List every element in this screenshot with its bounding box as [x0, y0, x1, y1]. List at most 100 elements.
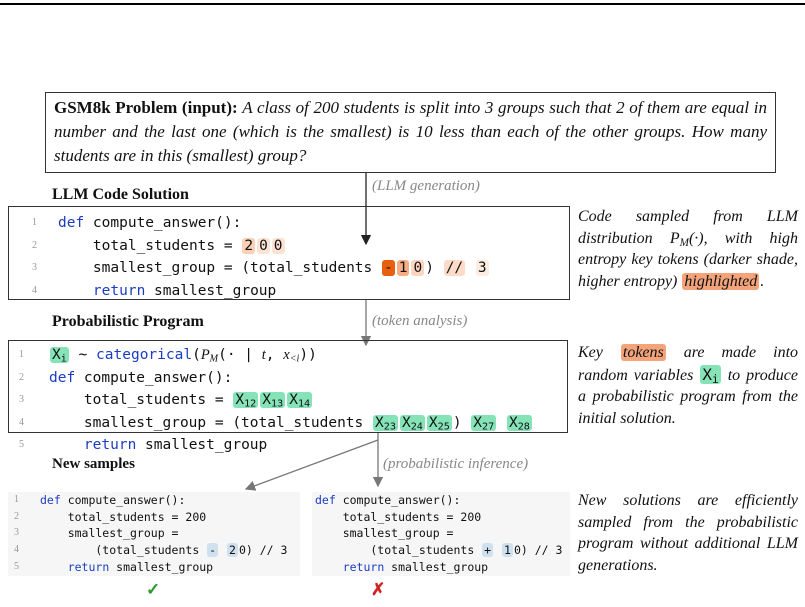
text [58, 283, 93, 299]
line-number: 1 [19, 349, 24, 360]
token: 1 [502, 543, 513, 558]
code-line: 2 def compute_answer(): [19, 367, 567, 390]
subscript: 24 [410, 421, 423, 433]
subscript: <i [289, 353, 300, 365]
subscript: 12 [244, 398, 257, 410]
problem-label: GSM8k Problem (input): [54, 98, 238, 117]
section-title: LLM Code Solution [52, 186, 189, 203]
token-text: 0 [273, 237, 283, 254]
top-rule [0, 3, 805, 5]
text: New solutions are efficiently sampled fr… [578, 492, 798, 574]
text: compute_answer(): [84, 215, 242, 231]
code-line: 3 smallest_group = (total_students -1 0) … [32, 257, 569, 280]
line-number: 4 [32, 284, 37, 296]
token: X12 [233, 392, 259, 410]
token: X14 [287, 392, 313, 409]
token: // [443, 260, 466, 276]
token-text: X [262, 392, 271, 408]
text: Code sampled from LLM distribution [578, 208, 798, 247]
code-line: 1 Xi ∼ categorical(PM(· | t, x<i)) [19, 344, 567, 367]
token-text: X [473, 414, 483, 431]
problem-box: GSM8k Problem (input): A class of 200 st… [45, 92, 776, 173]
token-text: categorical [96, 347, 193, 363]
token: 2 [227, 543, 238, 558]
token-text: X [52, 347, 61, 363]
token: X28 [506, 414, 532, 432]
token: return [93, 283, 145, 299]
line-number: 4 [19, 416, 24, 428]
code-line: 3 smallest_group = [14, 525, 300, 542]
text [40, 560, 68, 574]
token: def [315, 493, 336, 507]
text: smallest_group [145, 282, 277, 299]
token: tokens [620, 344, 666, 361]
code-line: 5 return smallest_group [315, 559, 570, 576]
token: - [382, 260, 395, 276]
token: X27 [471, 414, 497, 433]
line-number: 5 [14, 560, 19, 572]
token: Xi [50, 347, 69, 365]
text: ) [452, 414, 471, 431]
text: 0) // 3 [513, 543, 563, 558]
token-text: def [40, 493, 61, 507]
token-text: def [315, 493, 336, 507]
token-text: x [283, 347, 290, 363]
token: X13 [260, 392, 286, 410]
code-box: 1 def compute_answer(): 2 total_students =… [8, 206, 570, 300]
line-number: 3 [14, 527, 19, 539]
arrow-label: (probabilistic inference) [383, 456, 529, 472]
subscript: 13 [271, 398, 284, 410]
subscript: 25 [437, 421, 450, 433]
token: 0 [271, 237, 285, 254]
token-text: 1 [504, 543, 511, 558]
token: 0 [257, 237, 270, 254]
code-line: 3 smallest_group = [315, 525, 570, 542]
token: - [207, 543, 219, 558]
token-text: X [428, 414, 438, 431]
arrow-label: (token analysis) [372, 313, 468, 329]
line-number: 1 [32, 217, 37, 228]
token-text: X [702, 364, 712, 384]
line-number: 3 [32, 262, 37, 273]
token: 0 [411, 260, 425, 276]
code-line: 4 smallest_group = (total_students X23 X2… [19, 412, 567, 435]
text: . [760, 272, 765, 290]
token-text: 0 [413, 260, 423, 276]
text: smallest_group = (total_students [58, 260, 382, 276]
token-text: tokens [622, 344, 664, 361]
token-text: - [209, 543, 217, 558]
token: X24 [399, 414, 425, 433]
text: Key [578, 344, 620, 361]
text: smallest_group [136, 437, 268, 453]
code-line: 5 return smallest_group [19, 434, 567, 457]
token: categorical [96, 347, 192, 363]
token: return [84, 437, 136, 453]
token-text: return [92, 282, 146, 299]
text: total_students = 200 [40, 509, 207, 524]
line-number: 2 [19, 371, 24, 383]
arrow [244, 439, 379, 491]
subscript: i [60, 353, 67, 365]
token-text: def [58, 215, 85, 231]
text [497, 415, 506, 431]
token-text: X [375, 414, 384, 431]
token: return [68, 560, 110, 574]
token: PM [201, 347, 218, 364]
token-text: X [508, 414, 518, 431]
subscript: 27 [482, 421, 495, 433]
text: total_students = [58, 237, 242, 254]
token-text: X [289, 392, 298, 408]
token-text: 1 [398, 260, 408, 276]
token-text: highlighted [684, 272, 758, 290]
token-text: - [384, 260, 393, 276]
line-number: 3 [19, 394, 24, 405]
token: PM [670, 230, 689, 248]
text [466, 260, 475, 276]
token-text: 0 [259, 237, 268, 254]
text: )) [299, 347, 317, 363]
